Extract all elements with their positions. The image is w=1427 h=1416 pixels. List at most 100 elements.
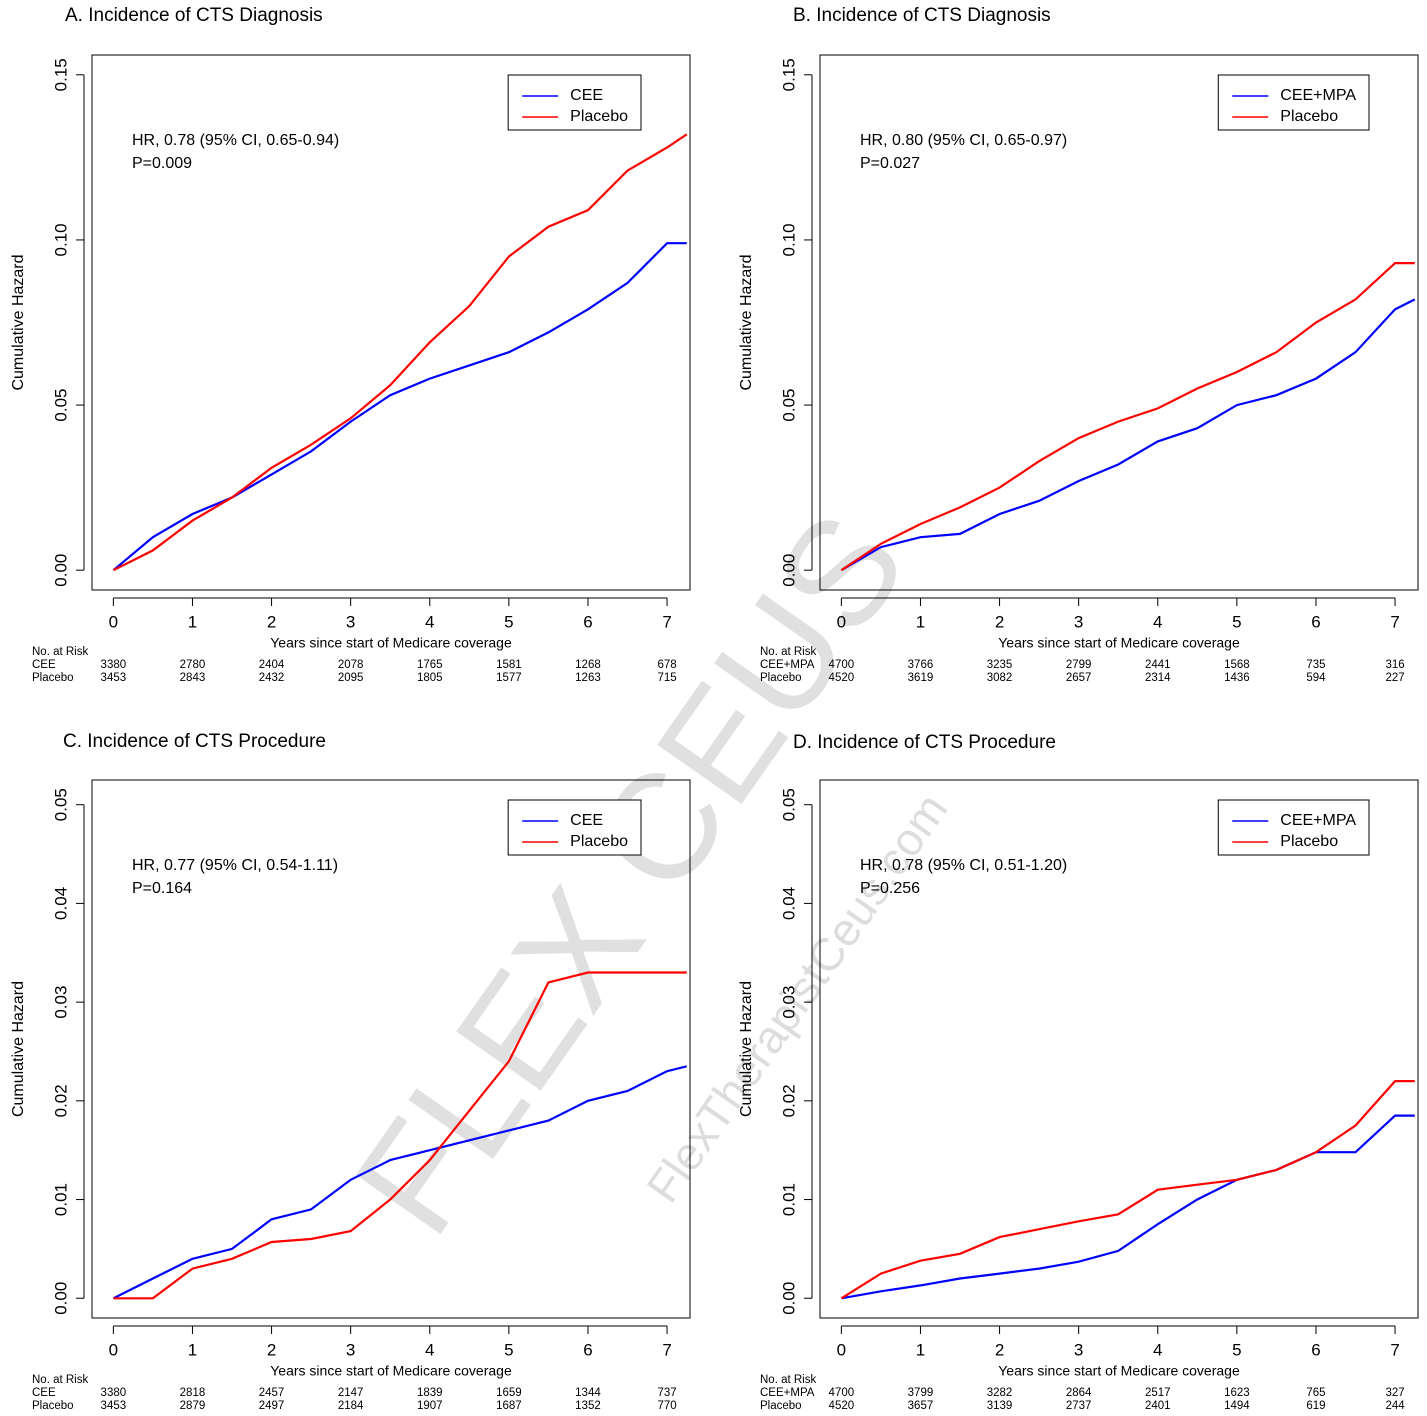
y-axis-label: Cumulative Hazard bbox=[10, 981, 27, 1117]
risk-count: 2818 bbox=[180, 1387, 206, 1399]
x-tick-label: 4 bbox=[1153, 612, 1162, 631]
risk-row-label: Placebo bbox=[760, 1400, 802, 1412]
risk-count: 1268 bbox=[575, 659, 601, 671]
risk-count: 735 bbox=[1306, 659, 1325, 671]
x-tick-label: 2 bbox=[995, 1340, 1004, 1359]
y-tick-label: 0.03 bbox=[779, 986, 798, 1019]
y-tick-label: 0.15 bbox=[51, 58, 70, 91]
x-tick-label: 7 bbox=[1390, 1340, 1399, 1359]
risk-count: 2780 bbox=[180, 659, 206, 671]
x-axis-label: Years since start of Medicare coverage bbox=[270, 1363, 512, 1379]
risk-count: 2441 bbox=[1145, 659, 1171, 671]
risk-count: 1907 bbox=[417, 1400, 443, 1412]
x-tick-label: 5 bbox=[1232, 612, 1241, 631]
annotation: P=0.256 bbox=[860, 880, 920, 897]
legend-label: CEE+MPA bbox=[1280, 812, 1356, 829]
risk-table-title: No. at Risk bbox=[32, 646, 88, 658]
series-line bbox=[841, 299, 1414, 570]
risk-count: 244 bbox=[1385, 1400, 1405, 1412]
risk-count: 2737 bbox=[1066, 1400, 1092, 1412]
x-tick-label: 1 bbox=[916, 1340, 925, 1359]
risk-count: 2095 bbox=[338, 672, 364, 684]
risk-count: 715 bbox=[657, 672, 676, 684]
x-tick-label: 2 bbox=[267, 1340, 276, 1359]
x-tick-label: 0 bbox=[837, 612, 846, 631]
x-tick-label: 0 bbox=[109, 1340, 118, 1359]
x-tick-label: 1 bbox=[916, 612, 925, 631]
watermark: FLEX CEUS bbox=[322, 483, 938, 1262]
risk-count: 1659 bbox=[496, 1387, 522, 1399]
risk-count: 1494 bbox=[1224, 1400, 1250, 1412]
y-tick-label: 0.01 bbox=[51, 1183, 70, 1216]
risk-row-label: CEE bbox=[32, 659, 56, 671]
x-tick-label: 3 bbox=[346, 612, 355, 631]
risk-count: 2147 bbox=[338, 1387, 364, 1399]
risk-count: 316 bbox=[1385, 659, 1404, 671]
y-tick-label: 0.00 bbox=[51, 1282, 70, 1315]
risk-count: 3282 bbox=[987, 1387, 1013, 1399]
risk-count: 2314 bbox=[1145, 672, 1171, 684]
y-tick-label: 0.04 bbox=[51, 887, 70, 920]
y-tick-label: 0.05 bbox=[779, 389, 798, 422]
risk-row-label: Placebo bbox=[760, 672, 802, 684]
y-tick-label: 0.04 bbox=[779, 887, 798, 920]
risk-count: 765 bbox=[1306, 1387, 1325, 1399]
legend-label: CEE+MPA bbox=[1280, 87, 1356, 104]
risk-count: 1568 bbox=[1224, 659, 1250, 671]
risk-count: 3380 bbox=[101, 1387, 127, 1399]
annotation: HR, 0.77 (95% CI, 0.54-1.11) bbox=[132, 857, 338, 874]
risk-count: 2184 bbox=[338, 1400, 364, 1412]
series-line bbox=[841, 1081, 1414, 1298]
risk-count: 770 bbox=[657, 1400, 676, 1412]
x-tick-label: 0 bbox=[837, 1340, 846, 1359]
x-tick-label: 3 bbox=[1074, 612, 1083, 631]
risk-table-title: No. at Risk bbox=[760, 1374, 816, 1386]
risk-count: 2497 bbox=[259, 1400, 285, 1412]
y-tick-label: 0.00 bbox=[51, 554, 70, 587]
risk-count: 2799 bbox=[1066, 659, 1092, 671]
risk-count: 3799 bbox=[908, 1387, 934, 1399]
x-tick-label: 7 bbox=[1390, 612, 1399, 631]
risk-count: 2864 bbox=[1066, 1387, 1092, 1399]
risk-count: 4520 bbox=[829, 1400, 855, 1412]
x-tick-label: 2 bbox=[267, 612, 276, 631]
x-tick-label: 4 bbox=[425, 1340, 434, 1359]
x-tick-label: 2 bbox=[995, 612, 1004, 631]
risk-count: 3766 bbox=[908, 659, 934, 671]
risk-count: 3619 bbox=[908, 672, 934, 684]
x-axis-label: Years since start of Medicare coverage bbox=[998, 635, 1240, 651]
risk-count: 3657 bbox=[908, 1400, 934, 1412]
risk-count: 4520 bbox=[829, 672, 855, 684]
x-tick-label: 0 bbox=[109, 612, 118, 631]
risk-count: 1765 bbox=[417, 659, 443, 671]
series-line bbox=[841, 263, 1414, 570]
risk-count: 3082 bbox=[987, 672, 1013, 684]
risk-count: 2843 bbox=[180, 672, 206, 684]
panel-title: A. Incidence of CTS Diagnosis bbox=[65, 5, 323, 26]
risk-count: 1344 bbox=[575, 1387, 601, 1399]
x-tick-label: 6 bbox=[1311, 1340, 1320, 1359]
risk-row-label: Placebo bbox=[32, 1400, 74, 1412]
risk-row-label: CEE+MPA bbox=[760, 659, 815, 671]
x-tick-label: 4 bbox=[1153, 1340, 1162, 1359]
risk-table-title: No. at Risk bbox=[32, 1374, 88, 1386]
x-tick-label: 6 bbox=[583, 1340, 592, 1359]
x-tick-label: 5 bbox=[1232, 1340, 1241, 1359]
y-tick-label: 0.03 bbox=[51, 986, 70, 1019]
risk-row-label: CEE+MPA bbox=[760, 1387, 815, 1399]
risk-row-label: CEE bbox=[32, 1387, 56, 1399]
legend-label: Placebo bbox=[570, 108, 628, 125]
y-tick-label: 0.01 bbox=[779, 1183, 798, 1216]
risk-count: 327 bbox=[1385, 1387, 1404, 1399]
y-tick-label: 0.10 bbox=[779, 223, 798, 256]
annotation: P=0.009 bbox=[132, 155, 192, 172]
risk-count: 2457 bbox=[259, 1387, 285, 1399]
y-tick-label: 0.10 bbox=[51, 223, 70, 256]
x-tick-label: 7 bbox=[662, 1340, 671, 1359]
risk-count: 2879 bbox=[180, 1400, 206, 1412]
risk-count: 2517 bbox=[1145, 1387, 1171, 1399]
risk-count: 1623 bbox=[1224, 1387, 1250, 1399]
y-tick-label: 0.05 bbox=[779, 788, 798, 821]
risk-table-title: No. at Risk bbox=[760, 646, 816, 658]
risk-count: 1436 bbox=[1224, 672, 1250, 684]
